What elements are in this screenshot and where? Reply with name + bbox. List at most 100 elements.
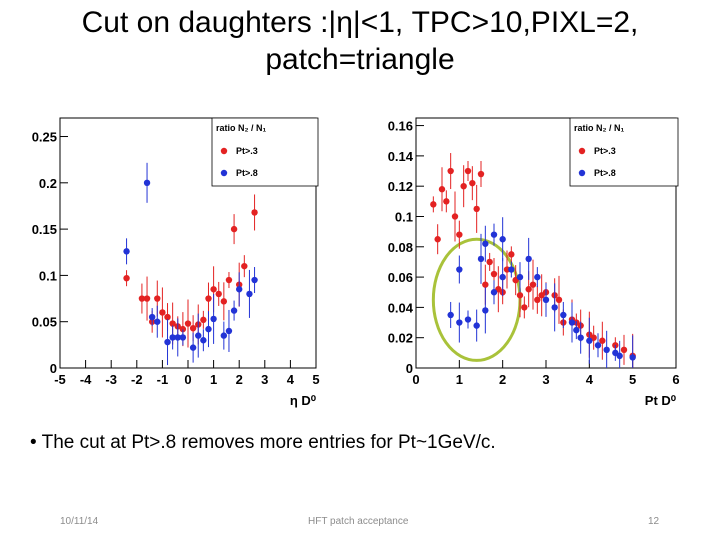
data-point-Pt>.3: [460, 182, 467, 190]
y-tick-label: 0.06: [388, 270, 413, 285]
data-point-Pt>.3: [205, 295, 212, 302]
data-point-Pt>.3: [184, 320, 192, 327]
footer-date: 10/11/14: [60, 516, 99, 527]
legend-entry: Pt>.8: [594, 168, 616, 178]
data-point-Pt>.8: [236, 286, 243, 293]
legend-box: [569, 117, 679, 187]
y-tick-label: 0: [406, 361, 413, 376]
data-point-Pt>.8: [246, 290, 253, 298]
y-tick-label: 0.15: [32, 222, 57, 237]
data-point-Pt>.8: [148, 313, 156, 321]
x-tick-label: -4: [80, 372, 92, 387]
data-point-Pt>.8: [456, 319, 463, 326]
data-point-Pt>.3: [230, 225, 238, 233]
y-tick-label: 0.08: [388, 240, 413, 255]
data-point-Pt>.8: [551, 304, 558, 311]
data-point-Pt>.3: [482, 281, 489, 288]
data-point-Pt>.8: [586, 337, 593, 344]
data-point-Pt>.3: [215, 290, 222, 298]
data-point-Pt>.3: [599, 337, 606, 344]
data-point-Pt>.3: [438, 186, 446, 193]
x-tick-label: 3: [542, 372, 549, 387]
footer-page-number: 12: [648, 516, 660, 527]
legend-entry: Pt>.3: [594, 146, 616, 156]
data-point-Pt>.8: [616, 352, 623, 360]
data-point-Pt>.3: [477, 170, 485, 178]
data-point-Pt>.8: [164, 338, 171, 346]
data-point-Pt>.8: [447, 311, 454, 319]
y-tick-label: 0.2: [39, 176, 57, 191]
data-point-Pt>.8: [516, 273, 524, 281]
bullet-text: • The cut at Pt>.8 removes more entries …: [30, 432, 496, 453]
data-point-Pt>.8: [169, 334, 176, 341]
x-tick-label: -1: [157, 372, 169, 387]
x-tick-label: 5: [312, 372, 319, 387]
x-tick-label: 5: [629, 372, 636, 387]
data-point-Pt>.3: [220, 298, 228, 305]
data-point-Pt>.8: [477, 255, 485, 263]
data-point-Pt>.8: [482, 307, 489, 314]
data-point-Pt>.8: [499, 273, 506, 281]
x-tick-label: 1: [210, 372, 217, 387]
data-point-Pt>.3: [251, 209, 258, 216]
data-point-Pt>.3: [521, 304, 528, 311]
y-tick-label: 0.25: [32, 130, 57, 145]
data-point-Pt>.3: [189, 324, 197, 332]
x-tick-label: -5: [54, 372, 66, 387]
x-tick-label: 4: [586, 372, 594, 387]
data-point-Pt>.8: [143, 179, 151, 187]
title-line-2: patch=triangle: [265, 43, 455, 76]
x-tick-label: 2: [236, 372, 243, 387]
data-point-Pt>.3: [534, 296, 541, 304]
data-point-Pt>.8: [490, 231, 498, 238]
y-tick-label: 0.04: [388, 300, 414, 315]
data-point-Pt>.8: [542, 296, 550, 304]
data-point-Pt>.3: [443, 198, 450, 205]
data-point-Pt>.3: [486, 258, 493, 266]
data-point-Pt>.3: [434, 236, 441, 243]
data-point-Pt>.8: [603, 346, 610, 354]
data-point-Pt>.3: [525, 286, 532, 293]
x-axis-label: Pt D⁰: [645, 393, 677, 408]
x-tick-label: 0: [184, 372, 191, 387]
data-point-Pt>.3: [225, 276, 233, 284]
data-point-Pt>.8: [534, 273, 541, 281]
y-tick-label: 0.1: [395, 209, 413, 224]
data-point-Pt>.8: [482, 240, 489, 247]
legend-marker: [220, 147, 228, 155]
legend-marker: [220, 169, 228, 177]
x-tick-label: -2: [131, 372, 143, 387]
data-point-Pt>.8: [473, 322, 480, 329]
slide-title: Cut on daughters :|η|<1, TPC>10,PIXL=2, …: [40, 4, 680, 78]
data-point-Pt>.3: [241, 262, 248, 270]
data-point-Pt>.3: [138, 295, 146, 302]
data-point-Pt>.3: [620, 346, 628, 354]
data-point-Pt>.3: [508, 251, 515, 258]
data-point-Pt>.8: [154, 318, 161, 325]
y-tick-label: 0.1: [39, 268, 57, 283]
data-point-Pt>.8: [205, 325, 212, 333]
data-point-Pt>.8: [210, 315, 217, 323]
data-point-Pt>.8: [577, 334, 584, 341]
data-point-Pt>.3: [123, 274, 130, 282]
legend-title: ratio N₂ / N₁: [574, 123, 625, 133]
y-tick-label: 0.05: [32, 315, 57, 330]
data-point-Pt>.8: [629, 354, 636, 361]
x-tick-label: 2: [499, 372, 506, 387]
y-tick-label: 0.14: [388, 149, 414, 164]
data-point-Pt>.8: [220, 332, 228, 339]
data-point-Pt>.3: [456, 231, 463, 238]
data-point-Pt>.8: [525, 255, 532, 263]
x-axis-label: η D⁰: [290, 393, 317, 408]
data-point-Pt>.8: [225, 327, 233, 335]
data-point-Pt>.3: [447, 167, 454, 175]
data-point-Pt>.3: [210, 286, 217, 293]
data-point-Pt>.3: [516, 292, 524, 299]
data-point-Pt>.3: [430, 201, 437, 208]
y-tick-label: 0.16: [388, 119, 413, 134]
y-tick-label: 0.02: [388, 331, 413, 346]
y-tick-label: 0: [50, 361, 57, 376]
legend-entry: Pt>.3: [236, 146, 258, 156]
x-tick-label: 6: [672, 372, 679, 387]
data-point-Pt>.3: [200, 316, 207, 324]
